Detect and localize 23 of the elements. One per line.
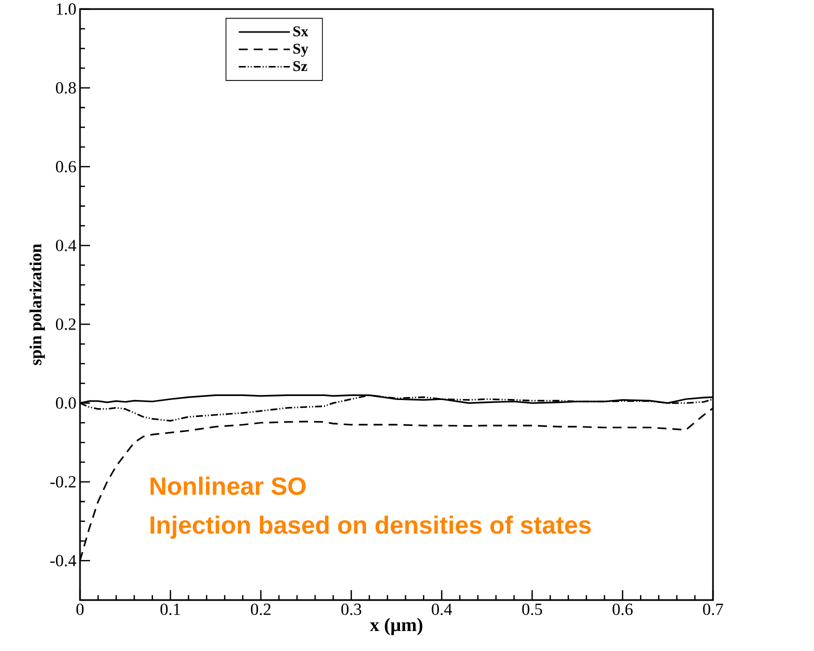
x-tick-label: 0.4 — [432, 604, 452, 616]
y-tick-label: 0.8 — [56, 82, 76, 94]
y-tick-label: 0.4 — [56, 240, 76, 252]
y-tick-label: 0.6 — [56, 160, 76, 172]
y-tick-label: 0.2 — [56, 318, 76, 330]
annotation: Nonlinear SO — [150, 476, 306, 495]
legend-label: Sy — [293, 44, 308, 57]
x-tick-label: 0.2 — [250, 604, 271, 616]
legend-label: Sz — [293, 61, 308, 72]
x-tick-label: 0.5 — [522, 604, 542, 616]
legend-label: Sx — [293, 26, 308, 36]
y-tick-label: -0.2 — [50, 476, 76, 488]
y-tick-label: 0.0 — [56, 397, 76, 409]
x-tick-label: 0.7 — [703, 604, 724, 616]
annotation: Injection based on densities of states — [150, 516, 591, 539]
x-tick-label: 0 — [76, 604, 84, 615]
x-tick-label: 0.6 — [612, 604, 633, 616]
y-axis-title: spin polarization — [29, 244, 45, 365]
y-tick-label: -0.4 — [50, 554, 76, 566]
x-tick-label: 0.3 — [341, 604, 362, 616]
x-tick-label: 0.1 — [160, 604, 180, 616]
y-tick-label: 1.0 — [56, 3, 76, 15]
x-axis-title: x (μm) — [370, 618, 422, 636]
